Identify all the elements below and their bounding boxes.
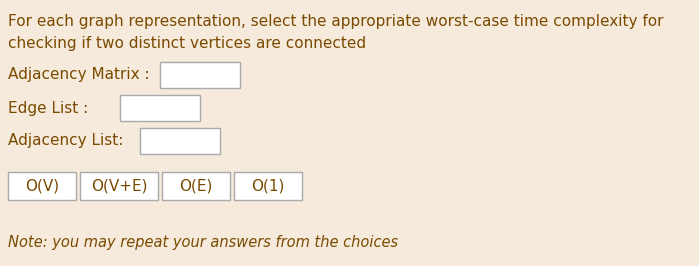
Text: Adjacency List:: Adjacency List: [8, 134, 124, 148]
Bar [162, 172, 230, 200]
Bar [120, 95, 200, 121]
Bar [80, 172, 158, 200]
Text: O(V+E): O(V+E) [91, 178, 147, 193]
Bar [8, 172, 76, 200]
Text: O(E): O(E) [180, 178, 212, 193]
Bar [140, 128, 220, 154]
Text: checking if two distinct vertices are connected: checking if two distinct vertices are co… [8, 36, 366, 51]
Text: O(1): O(1) [252, 178, 284, 193]
Bar [160, 62, 240, 88]
Text: O(V): O(V) [25, 178, 59, 193]
Text: For each graph representation, select the appropriate worst-case time complexity: For each graph representation, select th… [8, 14, 663, 29]
Text: Edge List :: Edge List : [8, 101, 88, 115]
Text: Note: you may repeat your answers from the choices: Note: you may repeat your answers from t… [8, 235, 398, 250]
Text: Adjacency Matrix :: Adjacency Matrix : [8, 68, 150, 82]
Bar [234, 172, 302, 200]
